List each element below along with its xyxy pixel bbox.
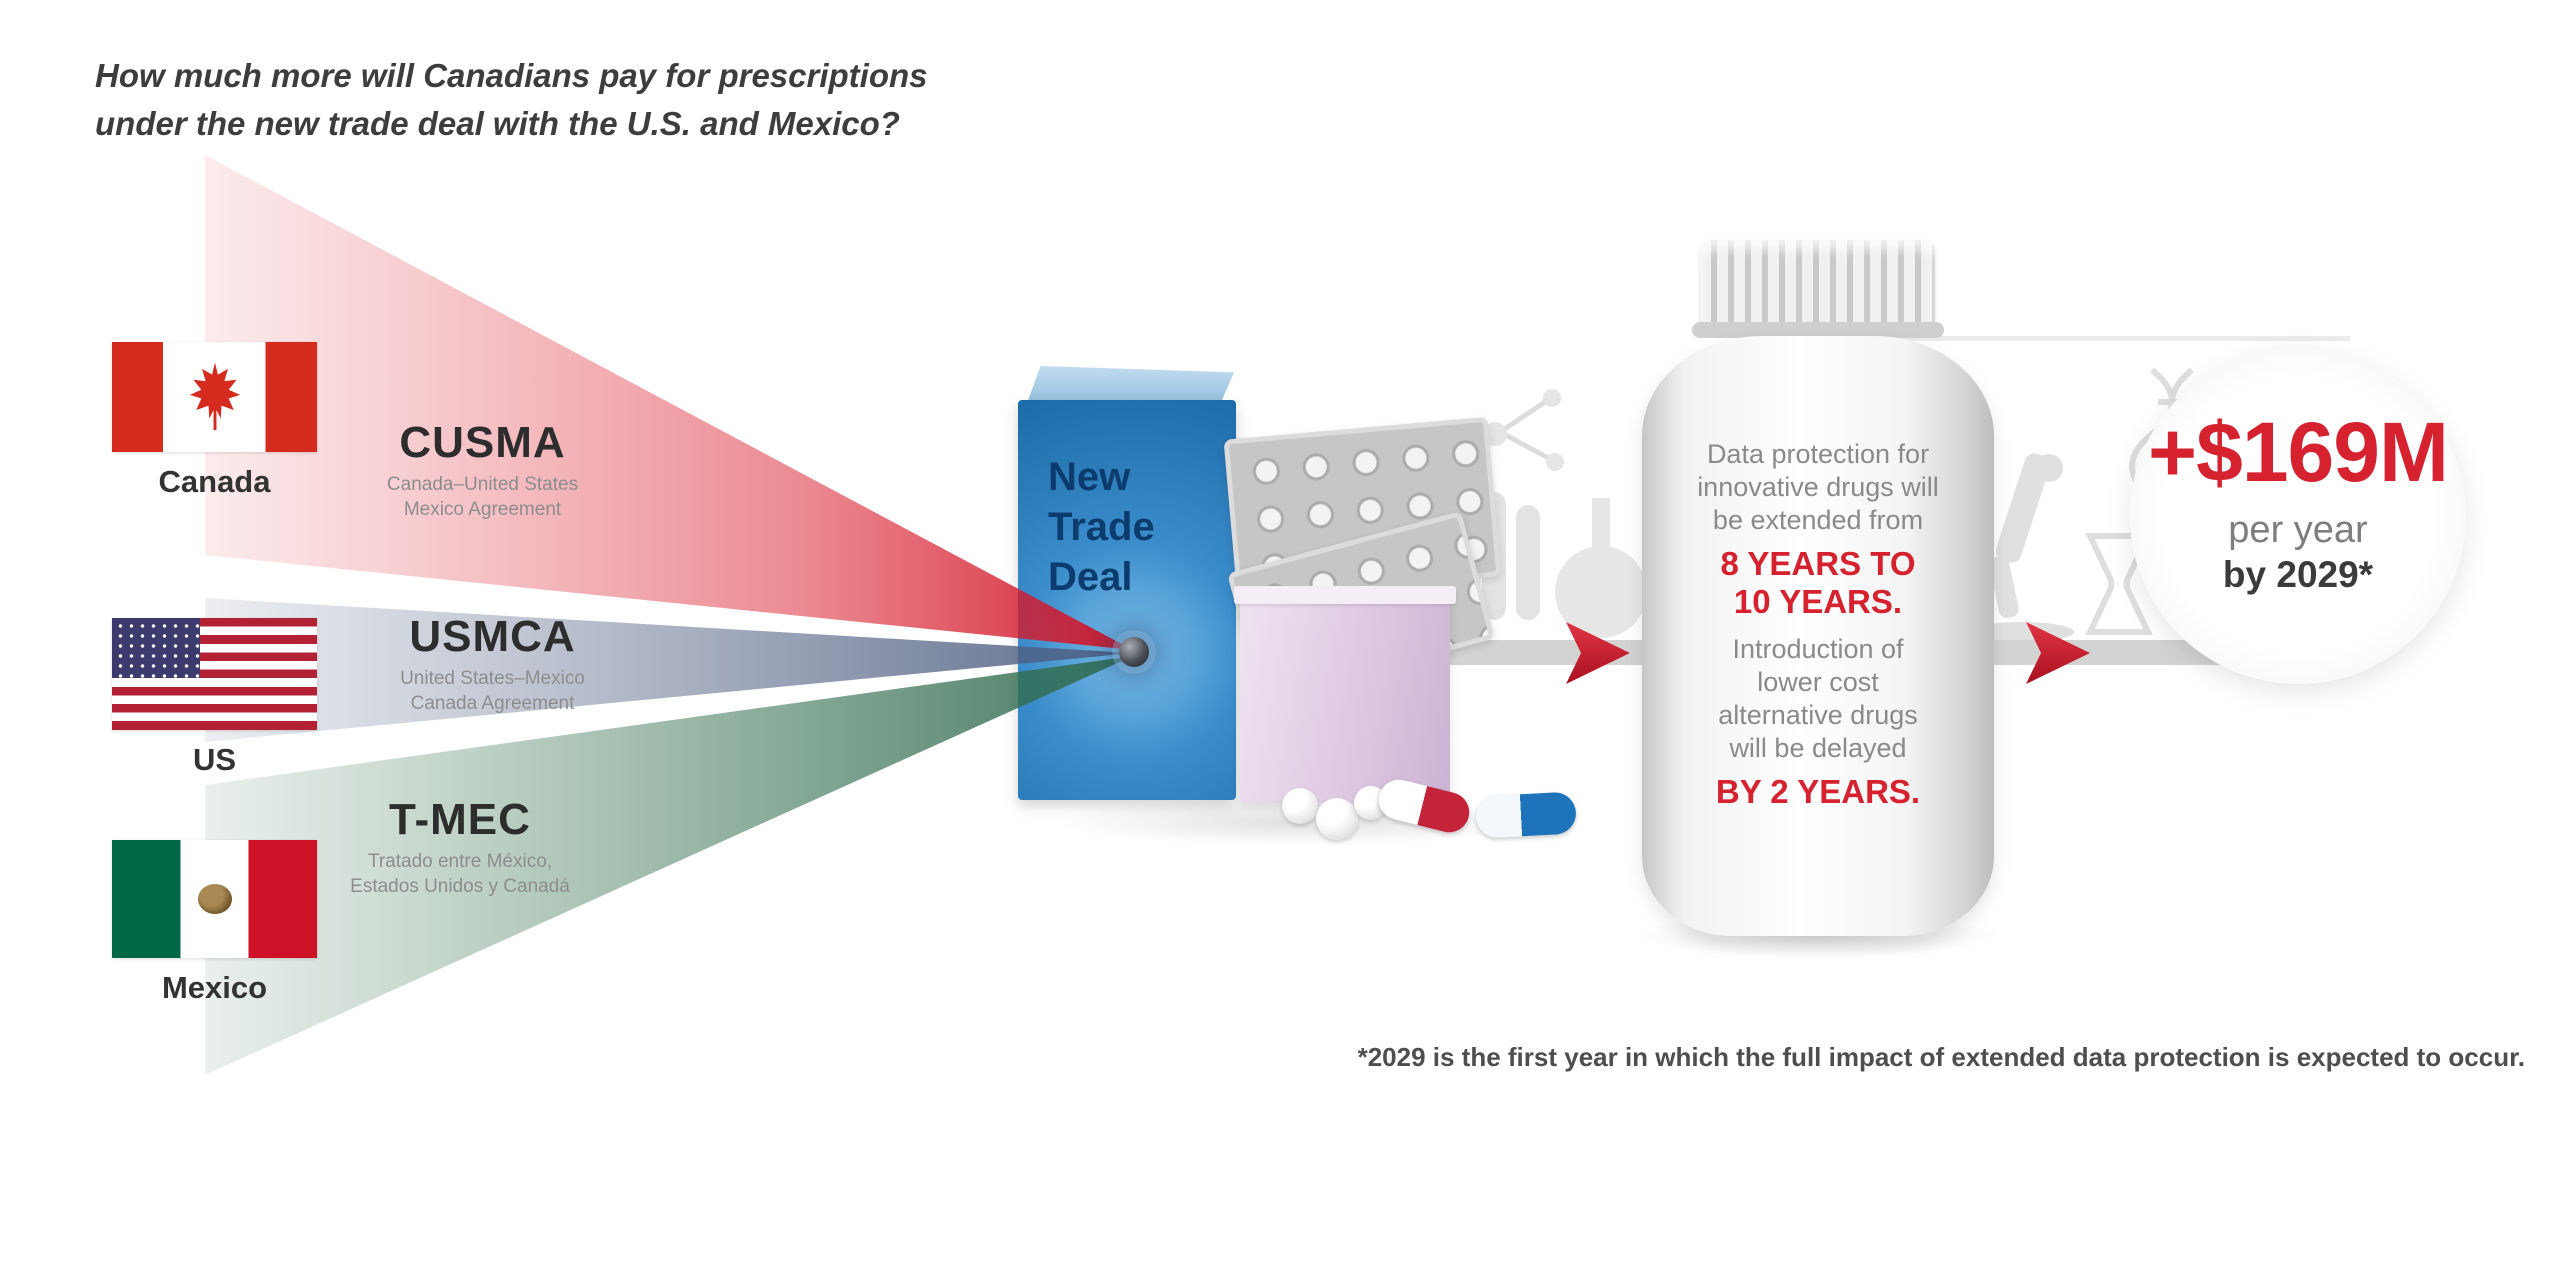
pill-sphere-icon — [1282, 788, 1318, 824]
agreement-cusma-name: CUSMA — [399, 418, 566, 467]
deal-line-2: Trade — [1048, 505, 1155, 549]
agreement-cusma: CUSMA Canada–United States Mexico Agreem… — [355, 418, 610, 522]
agreement-usmca: USMCA United States–Mexico Canada Agreem… — [365, 612, 620, 716]
page-title: How much more will Canadians pay for pre… — [95, 52, 928, 148]
blue-capsule-icon — [1474, 791, 1578, 839]
maple-leaf-icon — [189, 362, 240, 431]
bottle-text-block: Data protection for innovative drugs wil… — [1672, 438, 1964, 811]
pill-bottle-icon — [1642, 336, 1994, 936]
arrow-right-icon — [2026, 622, 2090, 684]
mexico-label: Mexico — [161, 970, 268, 1005]
result-per-year: per year — [2228, 509, 2368, 551]
deal-line-3: Deal — [1048, 555, 1133, 599]
agreement-tmec: T-MEC Tratado entre México, Estados Unid… — [330, 795, 590, 899]
canada-flag-icon — [112, 342, 317, 452]
pill-sphere-icon — [1316, 798, 1358, 840]
agreement-tmec-name: T-MEC — [389, 795, 531, 844]
us-flag-canton — [112, 618, 200, 678]
title-line-2: under the new trade deal with the U.S. a… — [95, 105, 900, 142]
agreement-tmec-sub1: Tratado entre México, — [367, 851, 553, 872]
new-trade-deal-label: New Trade Deal — [1048, 452, 1155, 602]
agreement-cusma-sub2: Mexico Agreement — [403, 499, 562, 520]
bottle-paragraph-1: Data protection for innovative drugs wil… — [1697, 439, 1939, 535]
agreement-cusma-sub1: Canada–United States — [386, 474, 579, 495]
pill-box-lid — [1234, 586, 1456, 604]
bottle-highlight-1: 8 YEARS TO 10 YEARS. — [1720, 545, 1916, 620]
agreement-tmec-sub2: Estados Unidos y Canadá — [350, 876, 570, 897]
pill-bottle-rim — [1692, 322, 1944, 338]
canada-label: Canada — [158, 464, 271, 499]
us-label: US — [192, 742, 237, 777]
convergence-dot — [1119, 637, 1149, 667]
agreement-usmca-sub2: Canada Agreement — [410, 693, 575, 714]
result-amount: +$169M — [2148, 405, 2449, 499]
title-line-1: How much more will Canadians pay for pre… — [95, 57, 928, 94]
result-by-year: by 2029* — [2222, 554, 2374, 595]
us-flag-icon — [112, 618, 317, 730]
bottle-highlight-2: BY 2 YEARS. — [1715, 773, 1921, 810]
bottle-paragraph-2: Introduction of lower cost alternative d… — [1718, 634, 1918, 763]
mexico-emblem-icon — [197, 884, 232, 914]
footnote: *2029 is the first year in which the ful… — [1357, 1042, 2525, 1072]
mexico-flag-icon — [112, 840, 317, 958]
agreement-usmca-name: USMCA — [409, 612, 576, 661]
pill-box-icon — [1234, 586, 1456, 803]
arrow-right-icon — [1566, 622, 1630, 684]
agreement-usmca-sub1: United States–Mexico — [400, 668, 585, 689]
deal-line-1: New — [1048, 455, 1131, 499]
result-block: +$169M per year by 2029* — [2108, 404, 2488, 596]
pill-bottle-cap-icon — [1700, 240, 1935, 330]
